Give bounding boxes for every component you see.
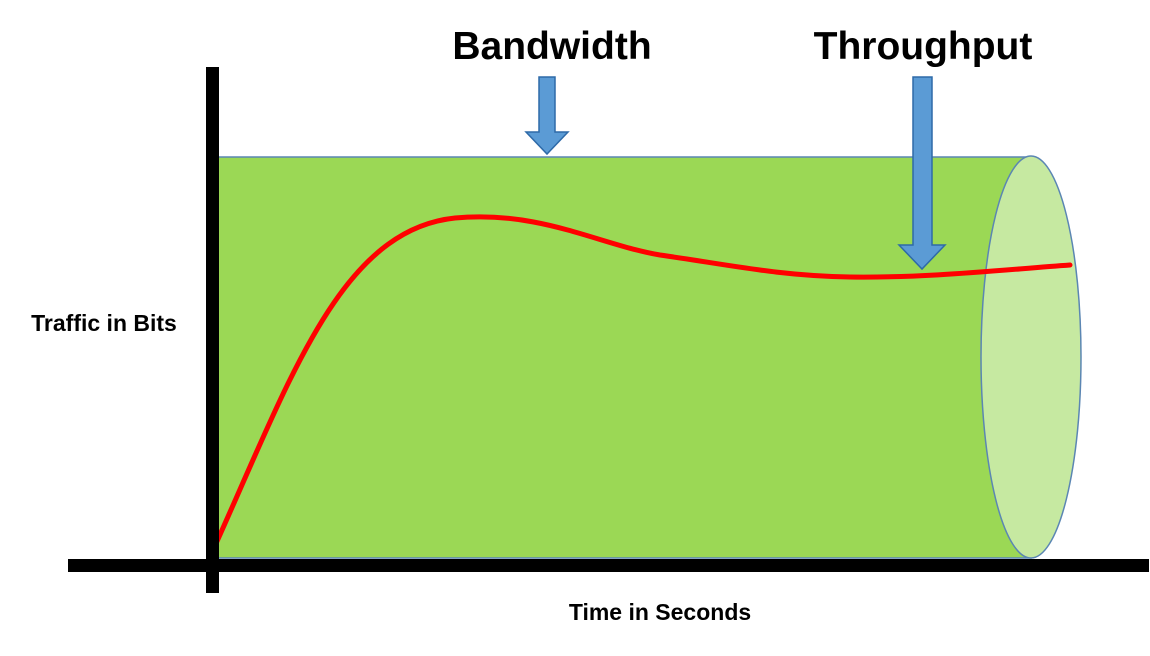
- throughput-curve: [211, 214, 1073, 551]
- x-axis-line: [68, 559, 1149, 572]
- bandwidth-arrow-icon: [524, 76, 570, 156]
- throughput-arrow-icon: [897, 76, 947, 271]
- bandwidth-pipe-end: [980, 155, 1082, 559]
- bandwidth-label: Bandwidth: [452, 25, 651, 68]
- y-axis-line: [206, 67, 219, 593]
- y-axis-label: Traffic in Bits: [31, 310, 177, 336]
- bandwidth-pipe-body: [211, 156, 1032, 559]
- throughput-label: Throughput: [814, 25, 1033, 68]
- x-axis-label: Time in Seconds: [569, 599, 751, 625]
